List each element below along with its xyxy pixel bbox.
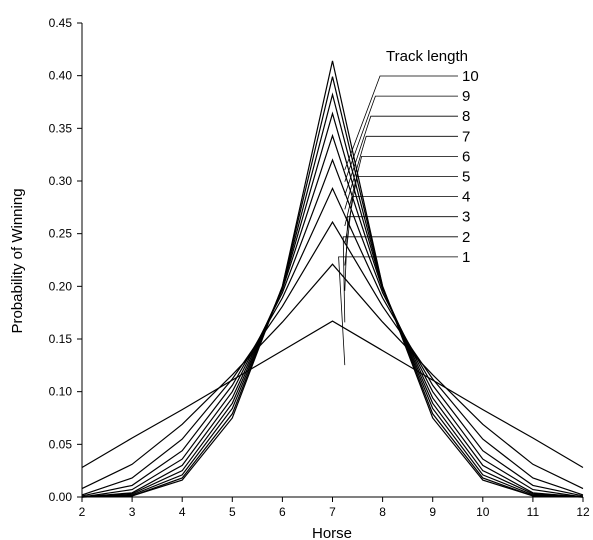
- x-tick-label: 12: [576, 505, 590, 519]
- series-line-8: [81, 92, 584, 498]
- y-tick-label: 0.25: [49, 227, 73, 241]
- y-tick-label: 0.15: [49, 332, 73, 346]
- legend-leader-4: [344, 196, 458, 266]
- x-tick-label: 7: [329, 505, 336, 519]
- legend-leaders: [338, 75, 458, 366]
- legend-leader-8: [344, 115, 458, 196]
- legend-label-2: 2: [462, 229, 470, 246]
- y-ticks: 0.00 0.05 0.10 0.15 0.20 0.25 0.30 0.35 0.40 0.45: [49, 16, 82, 504]
- x-axis-title: Horse: [312, 525, 352, 540]
- x-ticks: 2 3 4 5 6 7 8 9 10 11 12: [79, 497, 590, 519]
- legend: Track length 1 2 3 4 5 6 7 8 9 10: [386, 48, 479, 266]
- series-line-1: [81, 320, 584, 469]
- legend-leader-1: [338, 256, 458, 366]
- legend-label-6: 6: [462, 148, 470, 165]
- legend-leader-7: [344, 135, 458, 210]
- series-line-4: [81, 186, 584, 497]
- legend-title: Track length: [386, 48, 468, 65]
- x-tick-label: 3: [129, 505, 136, 519]
- series-line-6: [81, 133, 584, 498]
- series-line-5: [81, 158, 584, 498]
- x-tick-label: 8: [379, 505, 386, 519]
- x-tick-label: 5: [229, 505, 236, 519]
- y-tick-label: 0.35: [49, 121, 73, 135]
- legend-leader-9: [344, 95, 458, 182]
- legend-label-5: 5: [462, 169, 470, 186]
- legend-leader-10: [344, 75, 458, 171]
- y-tick-label: 0.00: [49, 490, 73, 504]
- legend-label-8: 8: [462, 108, 470, 125]
- y-tick-label: 0.05: [49, 437, 73, 451]
- y-tick-label: 0.30: [49, 174, 73, 188]
- y-tick-label: 0.40: [49, 69, 73, 83]
- y-axis-title: Probability of Winning: [9, 188, 26, 333]
- x-tick-label: 9: [429, 505, 436, 519]
- series-layer: [81, 60, 584, 498]
- y-tick-label: 0.10: [49, 385, 73, 399]
- y-tick-label: 0.45: [49, 16, 73, 30]
- x-tick-label: 2: [79, 505, 86, 519]
- series-line-7: [81, 111, 584, 498]
- x-tick-label: 6: [279, 505, 286, 519]
- legend-label-4: 4: [462, 189, 470, 206]
- legend-label-7: 7: [462, 128, 470, 145]
- legend-leader-2: [342, 236, 458, 323]
- legend-label-1: 1: [462, 249, 470, 266]
- legend-leader-6: [344, 155, 458, 227]
- legend-label-10: 10: [462, 68, 479, 85]
- x-tick-label: 10: [476, 505, 490, 519]
- series-line-9: [81, 76, 584, 498]
- y-tick-label: 0.20: [49, 279, 73, 293]
- legend-label-9: 9: [462, 88, 470, 105]
- series-line-3: [81, 220, 584, 496]
- x-tick-label: 4: [179, 505, 186, 519]
- legend-leader-5: [344, 176, 458, 245]
- legend-leader-3: [344, 216, 458, 291]
- x-tick-label: 11: [527, 505, 540, 519]
- legend-label-3: 3: [462, 209, 470, 226]
- series-line-2: [81, 263, 584, 490]
- series-line-10: [81, 60, 584, 498]
